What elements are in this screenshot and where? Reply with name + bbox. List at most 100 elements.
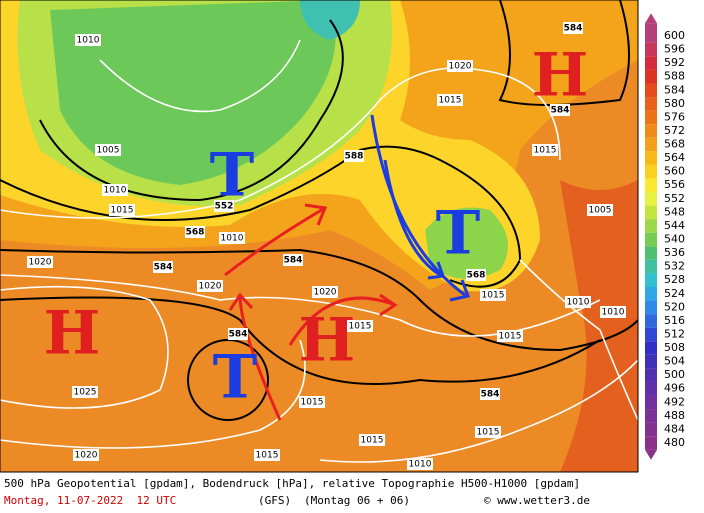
contour-label: 584	[551, 106, 570, 116]
colorbar-tick-label: 504	[664, 355, 685, 368]
colorbar-tick-label: 496	[664, 382, 685, 395]
label-background	[600, 306, 626, 318]
map-frame	[0, 0, 639, 473]
label-background	[228, 328, 248, 340]
isobar-label: 1010	[77, 36, 100, 46]
contour-label: 568	[467, 271, 486, 281]
isobar-label: 1010	[409, 460, 432, 470]
label-background	[480, 289, 506, 301]
colorbar-tick-label: 484	[664, 422, 685, 435]
colorbar-tick-label: 532	[664, 260, 685, 273]
label-background	[185, 226, 205, 238]
label-background	[480, 388, 500, 400]
warm-region	[560, 180, 638, 472]
label-background	[109, 204, 135, 216]
label-background	[214, 200, 234, 212]
isobar-label: 1015	[361, 436, 384, 446]
label-background	[102, 184, 128, 196]
footer-description: 500 hPa Geopotential [gpdam], Bodendruck…	[4, 477, 580, 490]
colorbar-tick-label: 556	[664, 178, 685, 191]
pressure-system: T	[213, 343, 258, 413]
label-background	[75, 34, 101, 46]
colorbar-tick-label: 548	[664, 205, 685, 218]
colorbar-cell	[645, 219, 657, 233]
colorbar-cell	[645, 110, 657, 125]
colorbar-cell	[645, 69, 657, 84]
colorbar-tick-label: 524	[664, 287, 685, 300]
colorbar-tick-label: 540	[664, 233, 685, 246]
footer-date: Montag, 11-07-2022 12 UTC	[4, 494, 176, 507]
label-background	[532, 144, 558, 156]
isobar-label: 1010	[104, 186, 127, 196]
colorbar-cell	[645, 137, 657, 152]
colorbar-tick-label: 516	[664, 314, 685, 327]
isobar-label: 1005	[589, 206, 612, 216]
colorbar-cell	[645, 246, 657, 260]
footer-run: (Montag 06 + 06)	[304, 494, 410, 507]
label-background	[359, 434, 385, 446]
band-540	[50, 0, 336, 185]
map-labels: H HHTTT5845845845845845845685685525881010…	[27, 22, 626, 470]
label-background	[437, 94, 463, 106]
label-background	[283, 254, 303, 266]
colorbar-cell	[645, 83, 657, 98]
colorbar-cell	[645, 23, 657, 43]
colorbar-tick-label: 488	[664, 409, 685, 422]
isobar-label: 1015	[301, 398, 324, 408]
map: H HHTTT5845845845845845845685685525881010…	[0, 0, 638, 472]
label-background	[475, 426, 501, 438]
isobar-label: 1015	[256, 451, 279, 461]
label-background	[197, 280, 223, 292]
label-background	[299, 396, 325, 408]
colorbar-tick-label: 560	[664, 165, 685, 178]
colorbar-tick-label: 568	[664, 138, 685, 151]
label-background	[347, 320, 373, 332]
colorbar-cell	[645, 273, 657, 287]
colorbar-tick-label: 596	[664, 43, 685, 56]
colorbar-cell	[645, 341, 657, 355]
colorbar-tick-label: 492	[664, 395, 685, 408]
colorbar-tick-label: 520	[664, 300, 685, 313]
isobars	[0, 39, 638, 463]
colorbar-cell	[645, 436, 657, 450]
isobar-label: 1010	[567, 298, 590, 308]
colorbar-tick-label: 528	[664, 273, 685, 286]
colorbar-tick-label: 580	[664, 97, 685, 110]
colorbar-tick-label: 592	[664, 56, 685, 69]
colorbar-cell	[645, 42, 657, 57]
colorbar-cell	[645, 259, 657, 274]
colorbar-cell	[645, 409, 657, 423]
label-background	[95, 144, 121, 156]
isobar-label: 1015	[482, 291, 505, 301]
colorbar-cell	[645, 56, 657, 70]
colorbar-cell	[645, 314, 657, 328]
contour-label: 588	[345, 152, 364, 162]
isobar-label: 1015	[349, 322, 372, 332]
isobar-label: 1015	[477, 428, 500, 438]
contour-label: 584	[564, 24, 583, 34]
isobar-label: 1020	[449, 62, 472, 72]
colorbar-tick-label: 564	[664, 151, 685, 164]
footer-model: (GFS)	[258, 494, 291, 507]
warm-advection-arrow	[224, 203, 328, 277]
label-background	[565, 296, 591, 308]
colorbar-tick-label: 588	[664, 70, 685, 83]
isobar-label: 1010	[221, 234, 244, 244]
colorbar-cell	[645, 205, 657, 220]
colorbar-tick-label: 512	[664, 327, 685, 340]
colorbar-cell	[645, 300, 657, 315]
colorbar-tick-label: 576	[664, 110, 685, 123]
warm-advection-arrow	[228, 292, 282, 421]
warm-advection-arrow	[288, 293, 398, 346]
pressure-system: T	[210, 141, 255, 211]
contour-label: 584	[284, 256, 303, 266]
colorbar: 6005965925885845805765725685645605565525…	[645, 13, 685, 460]
colorbar-tick-label: 480	[664, 436, 685, 449]
label-background	[312, 286, 338, 298]
colorbar-tip	[645, 13, 657, 24]
isobar-label: 1020	[29, 258, 52, 268]
label-background	[27, 256, 53, 268]
isobar-label: 1015	[439, 96, 462, 106]
colorbar-cell	[645, 192, 657, 206]
isobar-label: 1015	[499, 332, 522, 342]
